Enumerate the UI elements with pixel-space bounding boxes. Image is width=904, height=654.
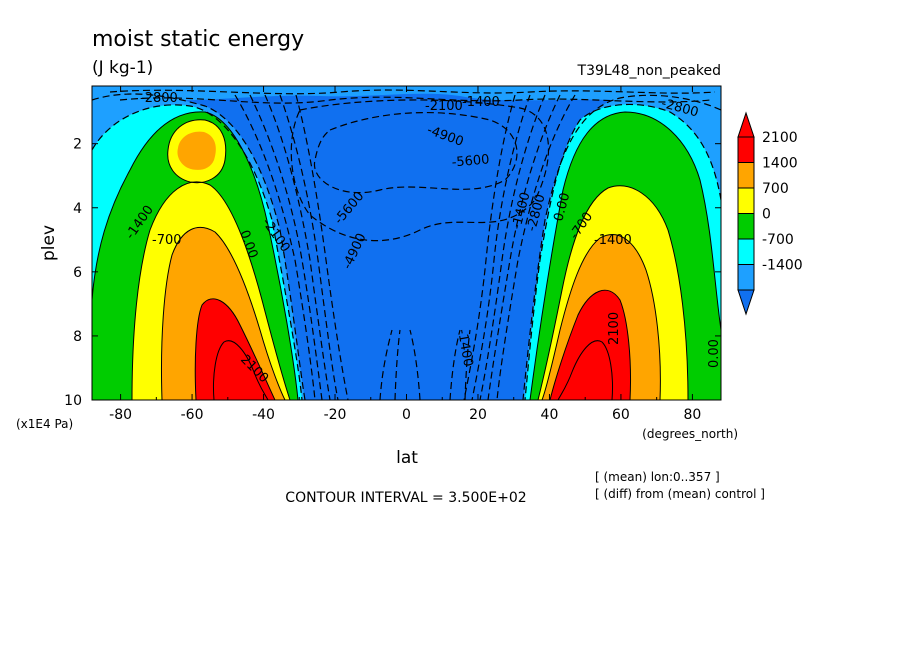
contour-label: -1400 [462,95,500,110]
contour-label: -2800 [140,91,178,106]
colorbar-swatch [737,238,755,265]
colorbar: 2100 1400 700 0 -700 -1400 [737,111,803,316]
contour-label: -2100 [425,99,463,114]
colorbar-top-triangle [737,111,755,138]
colorbar-label: -700 [762,232,794,248]
contour-label: 2100 [607,312,622,345]
colorbar-label: 2100 [762,130,798,146]
colorbar-label: 700 [762,181,789,197]
y-tick-label: 4 [73,201,82,217]
run-label: T39L48_non_peaked [577,63,721,79]
colorbar-label: 1400 [762,156,798,172]
x-tick-label: -40 [252,407,275,423]
colorbar-bottom-triangle [737,289,755,316]
x-tick-label: 80 [683,407,701,423]
x-tick-label: 40 [541,407,559,423]
colorbar-label: 0 [762,207,771,223]
colorbar-swatch [737,264,755,291]
colorbar-swatch [737,213,755,240]
x-tick-label: -20 [324,407,347,423]
y-units-label: (x1E4 Pa) [16,417,73,431]
contour-label: -700 [152,233,182,248]
footnote-lon-mean: [ (mean) lon:0..357 ] [595,470,720,484]
y-tick-label: 10 [64,393,82,409]
band-upper-light [92,86,721,112]
contour-label: -5600 [451,152,490,170]
contour-label: -1400 [454,328,475,368]
x-tick-label: -60 [181,407,204,423]
colorbar-swatch [737,136,755,163]
contour-label: 0.00 [707,339,722,368]
contour-interval-text: CONTOUR INTERVAL = 3.500E+02 [285,490,526,506]
y-tick-label: 2 [73,137,82,153]
x-units-label: (degrees_north) [642,427,738,441]
colorbar-swatch [737,187,755,214]
contour-plot-area: -2800 -2100 -1400 -4900 -5600 -2800 -210… [92,86,722,400]
positive-contours [92,111,721,400]
contour-label: -1400 [594,233,632,248]
x-tick-label: 20 [469,407,487,423]
units-label: (J kg-1) [92,58,153,78]
y-axis: 2 4 6 8 10 [64,137,721,409]
x-axis-label: lat [396,448,418,468]
x-tick-label: -80 [109,407,132,423]
x-tick-label: 0 [402,407,411,423]
negative-contours [92,89,721,400]
chart-title: moist static energy [92,27,304,52]
footnote-diff: [ (diff) from (mean) control ] [595,487,765,501]
y-axis-label: plev [39,225,59,261]
x-axis: -80 -60 -40 -20 0 20 40 60 80 [109,86,701,423]
contour-label: 0.00 [551,191,573,223]
colorbar-swatch [737,162,755,189]
y-tick-label: 6 [73,265,82,281]
colorbar-label: -1400 [762,258,803,274]
x-tick-label: 60 [612,407,630,423]
y-tick-label: 8 [73,329,82,345]
